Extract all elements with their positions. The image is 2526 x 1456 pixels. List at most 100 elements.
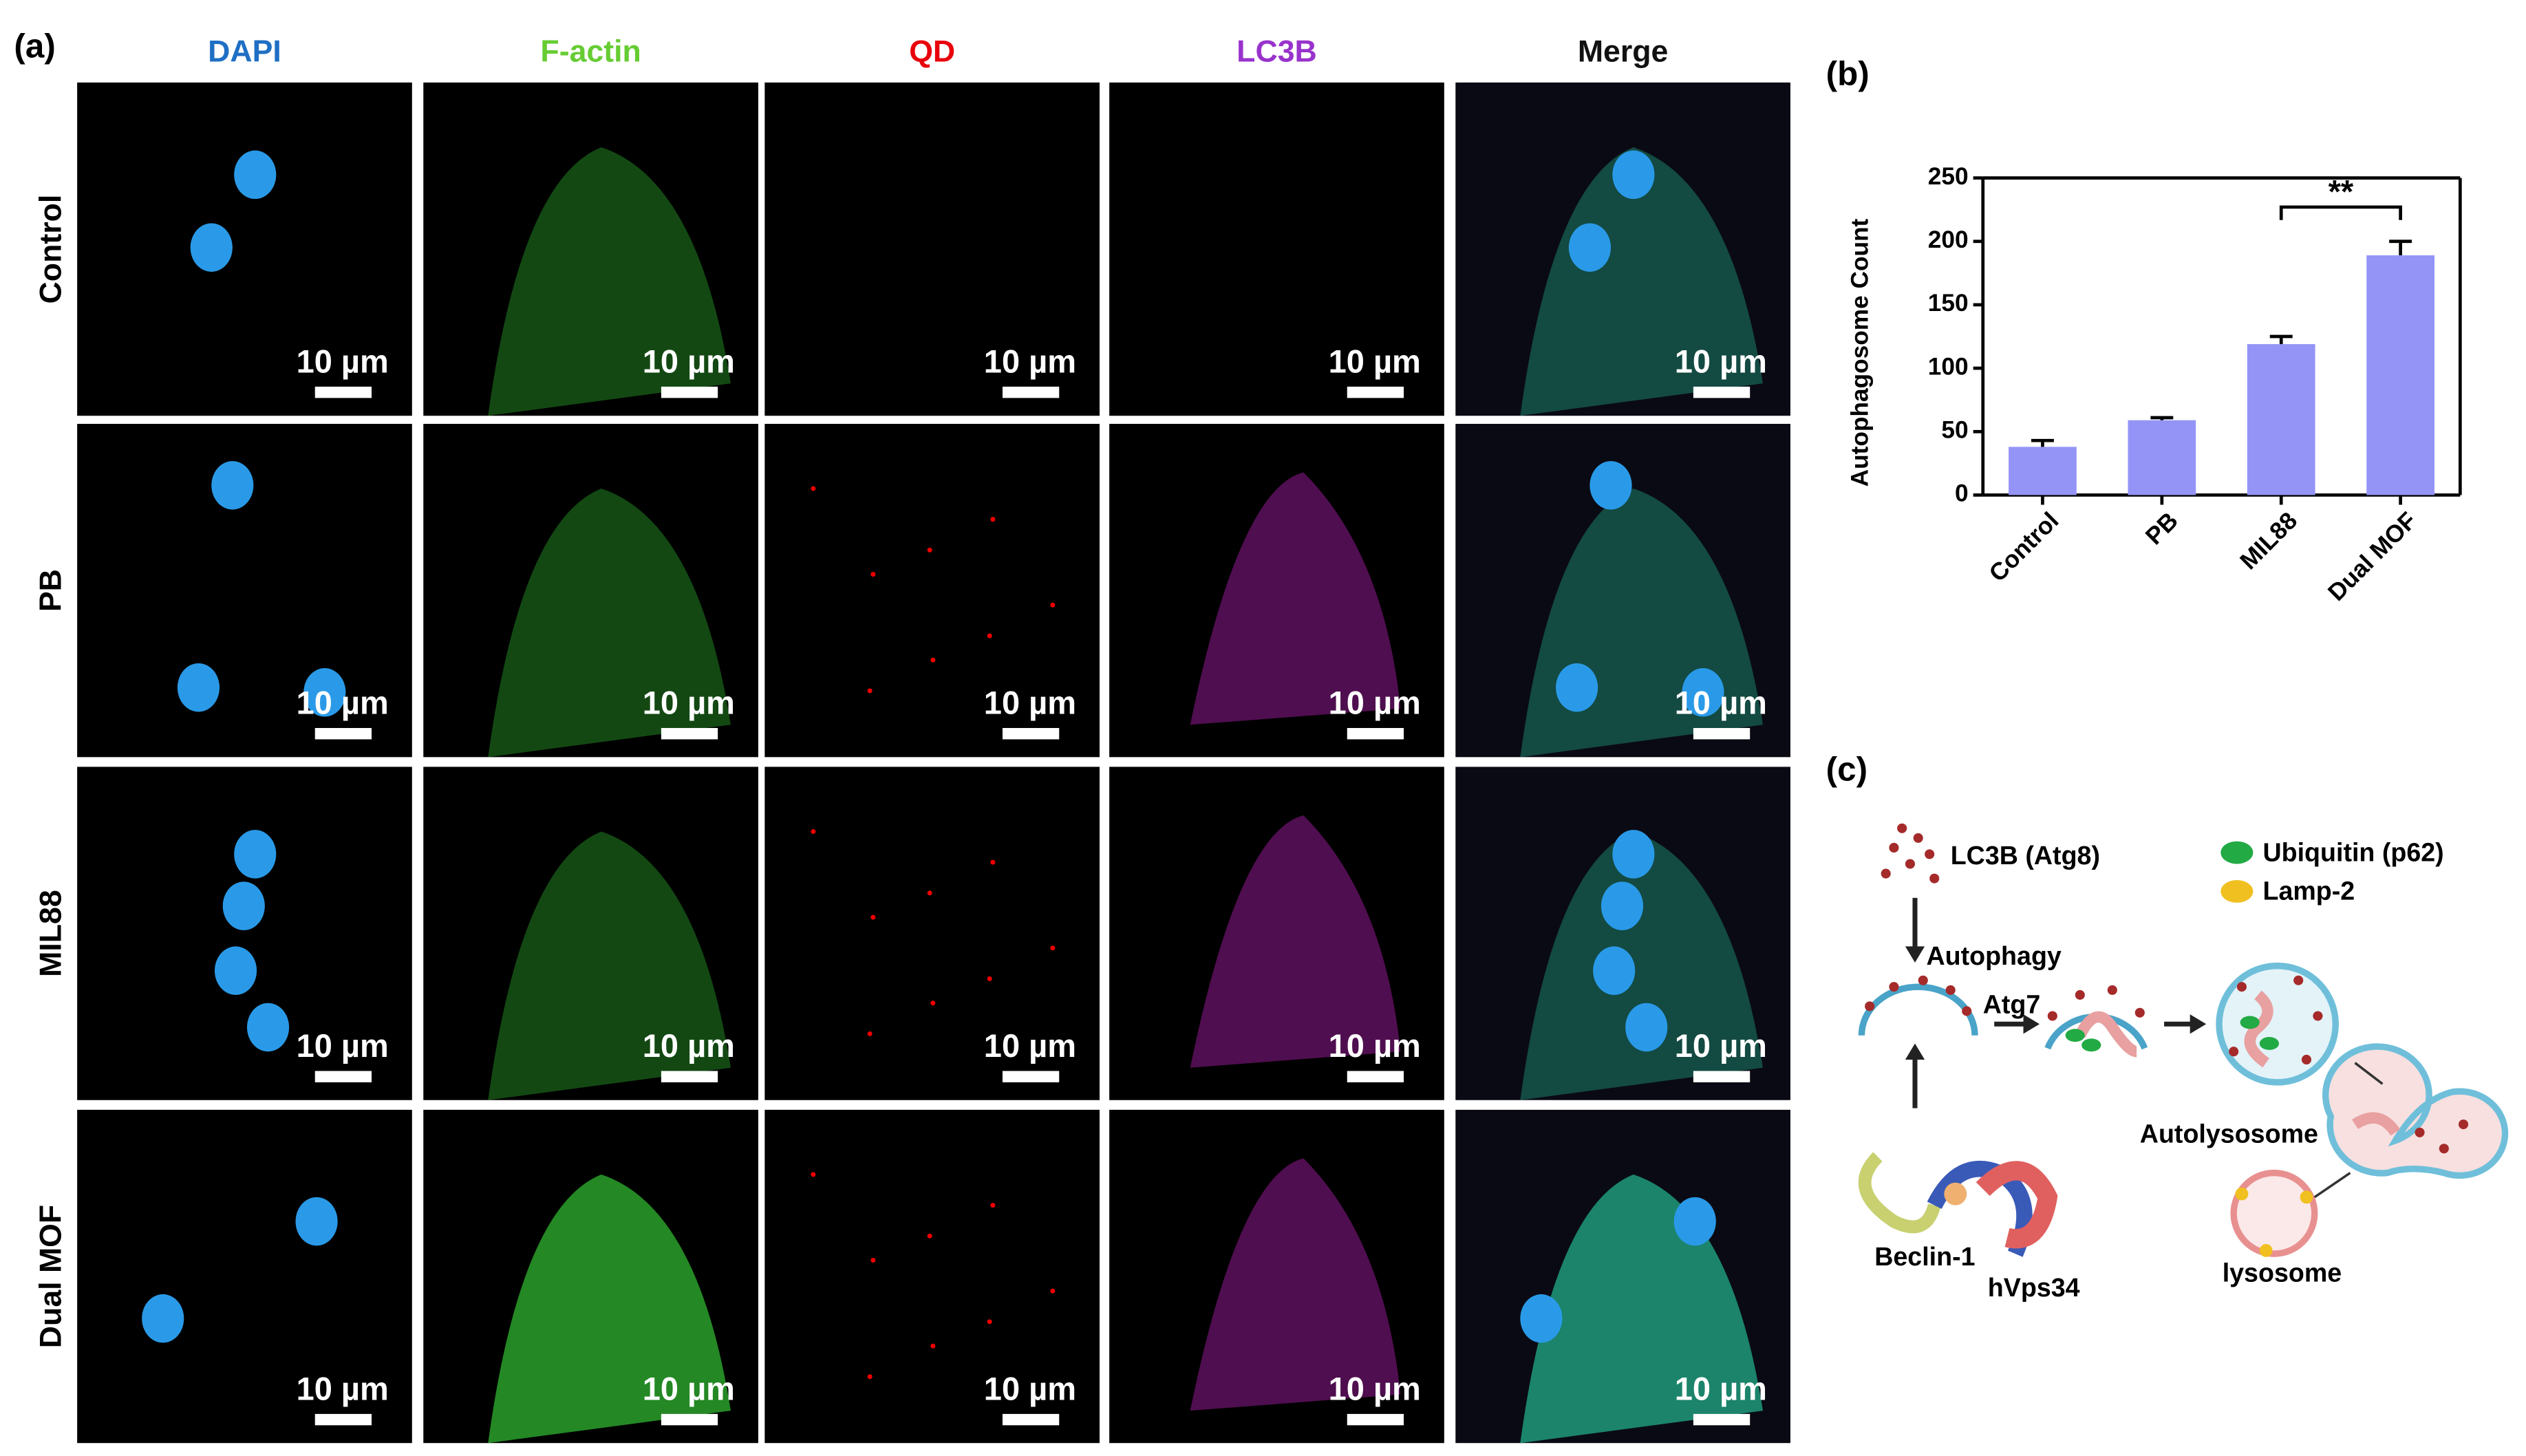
scale-bar-label: 10 µm	[643, 1027, 735, 1064]
diagram-label: LC3B (Atg8)	[1951, 841, 2100, 870]
micrograph	[423, 767, 758, 1100]
qd-dot	[811, 486, 816, 491]
column-header: DAPI	[208, 34, 281, 68]
nucleus	[1520, 1294, 1563, 1343]
nucleus	[1612, 150, 1655, 200]
scale-bar	[1002, 1413, 1060, 1426]
scale-bar	[661, 728, 718, 740]
cell-actin	[1520, 831, 1763, 1100]
micrograph	[1109, 82, 1444, 416]
qd-dot	[990, 859, 996, 865]
micrograph-background	[1109, 423, 1444, 758]
qd-dot	[1050, 945, 1056, 951]
nucleus	[1601, 881, 1644, 930]
scale-bar	[314, 386, 372, 398]
qd-dot	[867, 1374, 873, 1380]
scale-bar-label: 10 µm	[984, 1027, 1076, 1064]
scale-bar	[1347, 1413, 1404, 1426]
nucleus	[1612, 830, 1655, 879]
scale-bar-label: 10 µm	[1675, 343, 1767, 379]
diagram	[1858, 823, 2509, 1257]
diagram-label: hVps34	[1988, 1273, 2080, 1302]
micrograph-background	[423, 423, 758, 758]
nucleus	[177, 663, 220, 712]
qd-dot	[990, 1203, 996, 1208]
nucleus	[1682, 668, 1724, 717]
bar	[2128, 420, 2196, 495]
micrograph-background	[423, 767, 758, 1100]
qd-dot	[1050, 602, 1056, 608]
x-tick-label: Control	[1984, 507, 2064, 587]
scale-bar-label: 10 µm	[643, 343, 735, 379]
micrograph	[1455, 423, 1790, 758]
cell-actin	[488, 831, 731, 1100]
column-header: F-actin	[540, 34, 641, 68]
qd-dot	[1050, 1288, 1056, 1294]
micrograph	[1455, 767, 1790, 1100]
micrograph-background	[1109, 767, 1444, 1100]
row-label: PB	[34, 569, 68, 612]
micrograph	[1109, 767, 1444, 1100]
nucleus	[303, 668, 346, 717]
nucleus	[295, 1197, 338, 1246]
row-label: Control	[34, 195, 68, 304]
nucleus	[234, 150, 277, 200]
lc3b-signal	[1190, 815, 1401, 1068]
cell-actin	[1520, 147, 1763, 416]
nucleus	[1556, 663, 1598, 712]
scale-bar-label: 10 µm	[984, 685, 1076, 721]
scale-bar	[1693, 386, 1751, 398]
qd-dot	[987, 633, 992, 639]
scale-bar	[1693, 1071, 1751, 1082]
scale-bar	[661, 386, 718, 398]
panel-label: (c)	[1826, 751, 1867, 789]
diagram-label: Beclin-1	[1874, 1242, 1975, 1271]
x-tick-label: Dual MOF	[2323, 507, 2422, 606]
micrograph	[1455, 82, 1790, 416]
bar	[2247, 344, 2315, 495]
scale-bar-label: 10 µm	[1329, 1027, 1421, 1064]
panel-label: (a)	[14, 28, 55, 65]
nucleus	[211, 461, 254, 510]
nucleus	[142, 1294, 184, 1343]
y-tick-label: 250	[1928, 163, 1969, 190]
micrograph	[423, 423, 758, 758]
significance-label: **	[2329, 173, 2354, 210]
scale-bar	[314, 1413, 372, 1426]
micrograph	[1109, 423, 1444, 758]
scale-bar-label: 10 µm	[643, 1370, 735, 1406]
scale-bar	[1347, 728, 1404, 740]
diagram-label: Autolysosome	[2140, 1119, 2318, 1148]
micrograph-background	[764, 767, 1100, 1100]
qd-dot	[987, 976, 992, 981]
micrograph-background	[423, 82, 758, 416]
micrograph	[764, 423, 1100, 758]
y-tick-label: 200	[1928, 226, 1969, 253]
qd-dot	[927, 890, 932, 896]
cell-actin	[488, 1174, 731, 1444]
micrograph-background	[764, 423, 1100, 758]
qd-dot	[867, 1031, 873, 1036]
bar	[2366, 255, 2434, 495]
nucleus	[1673, 1197, 1716, 1246]
y-tick-label: 50	[1941, 417, 1968, 444]
scale-bar-label: 10 µm	[984, 343, 1076, 379]
diagram-label: Lamp-2	[2262, 877, 2355, 906]
micrograph	[764, 82, 1100, 416]
nucleus	[1593, 946, 1636, 995]
y-tick-label: 150	[1928, 290, 1969, 317]
micrograph-background	[77, 82, 412, 416]
micrograph	[764, 1109, 1100, 1444]
y-tick-label: 0	[1955, 480, 1969, 507]
qd-dot	[927, 1233, 932, 1239]
micrograph-background	[764, 82, 1100, 416]
qd-dot	[867, 688, 873, 694]
nucleus	[247, 1003, 290, 1052]
scale-bar-label: 10 µm	[1329, 1370, 1421, 1406]
nucleus	[234, 830, 277, 879]
micrograph-background	[77, 1109, 412, 1444]
scale-bar-label: 10 µm	[1675, 1027, 1767, 1064]
scale-bar-label: 10 µm	[297, 1370, 389, 1406]
x-tick-label: PB	[2141, 507, 2183, 550]
scale-bar-label: 10 µm	[1675, 685, 1767, 721]
